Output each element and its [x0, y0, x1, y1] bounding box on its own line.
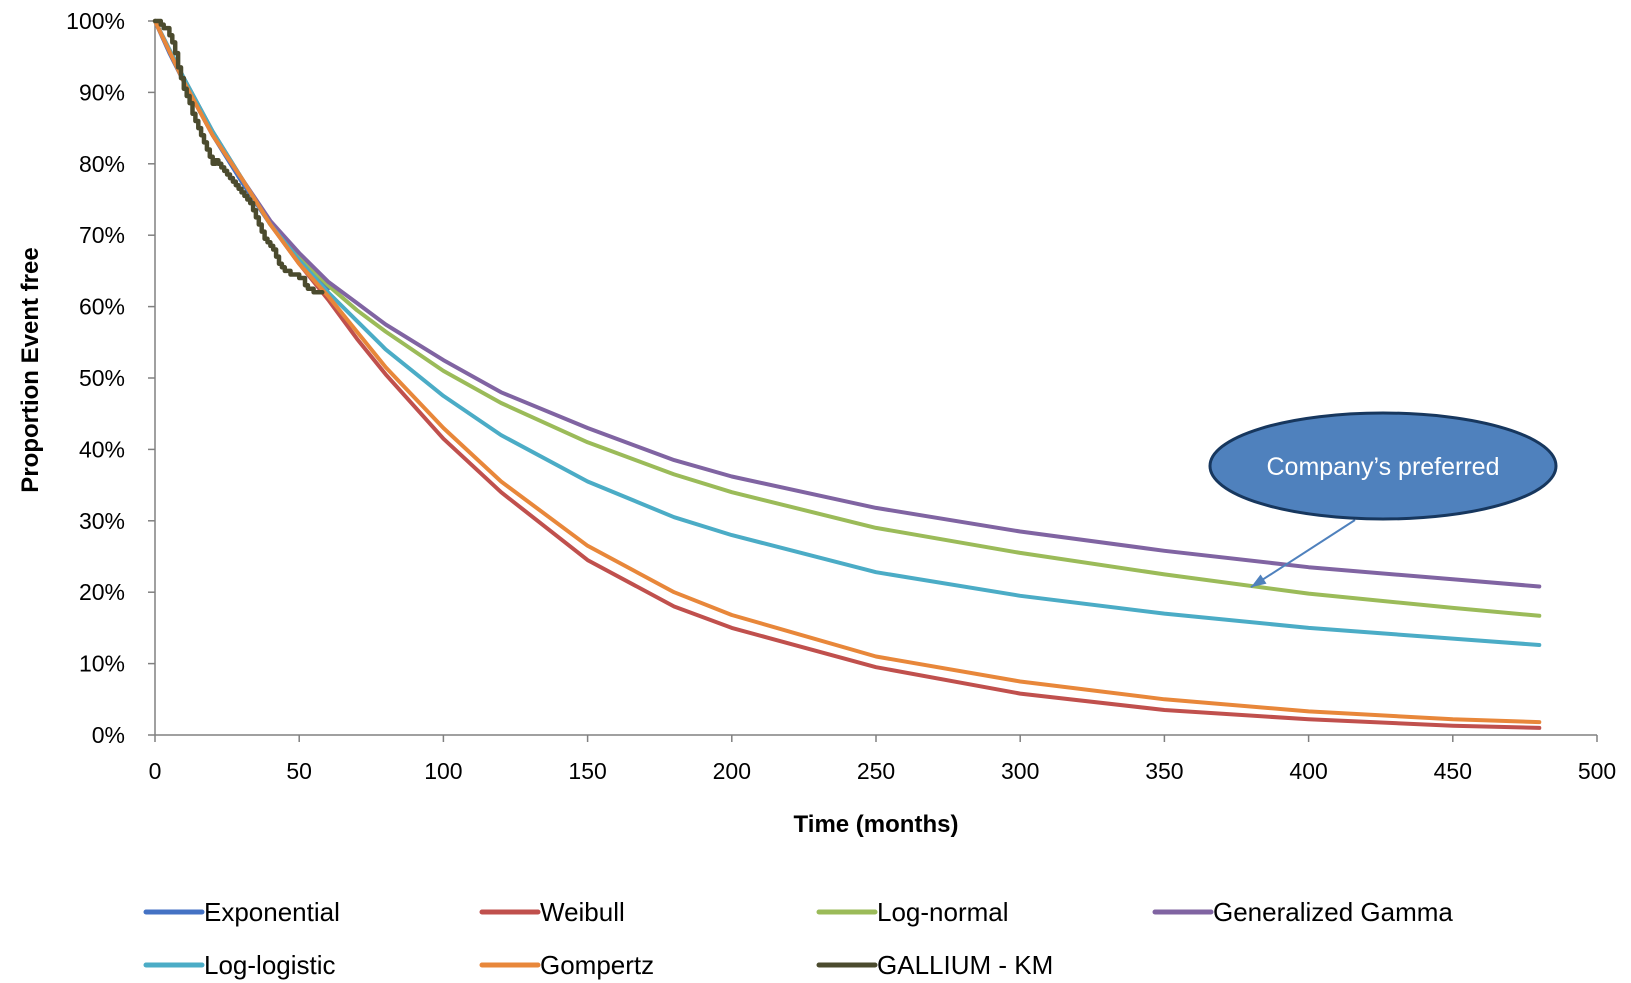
legend-label: Log-normal: [877, 897, 1009, 927]
series-line-log-logistic: [153, 19, 1542, 647]
annotation: Company’s preferred: [1208, 411, 1558, 589]
y-tick-label: 30%: [79, 508, 125, 534]
y-tick-label: 70%: [79, 222, 125, 248]
series-line-log-normal: [153, 19, 1542, 618]
y-tick-label: 10%: [79, 651, 125, 677]
legend-item-log-logistic: Log-logistic: [143, 950, 336, 980]
x-tick-label: 300: [1001, 758, 1039, 784]
callout-text: Company’s preferred: [1267, 453, 1500, 481]
legend-label: Log-logistic: [204, 950, 336, 980]
y-tick-label: 40%: [79, 436, 125, 462]
callout-arrow-line: [1250, 519, 1356, 589]
series-line-gallium-km: [152, 18, 325, 295]
x-tick-label: 500: [1578, 758, 1616, 784]
x-tick-label: 200: [713, 758, 751, 784]
y-tick-label: 0%: [92, 722, 125, 748]
legend-label: Gompertz: [540, 950, 654, 980]
callout-arrowhead: [1250, 574, 1267, 588]
legend-item-log-normal: Log-normal: [816, 897, 1009, 927]
legend-item-gompertz: Gompertz: [479, 950, 654, 980]
legend-label: Exponential: [204, 897, 340, 927]
x-tick-label: 50: [286, 758, 312, 784]
y-tick-label: 80%: [79, 151, 125, 177]
series-line-gompertz: [153, 19, 1542, 725]
x-axis-title: Time (months): [794, 811, 959, 838]
x-tick-label: 150: [568, 758, 606, 784]
y-tick-label: 20%: [79, 579, 125, 605]
y-axis-title: Proportion Event free: [17, 247, 44, 492]
series-line-weibull: [153, 19, 1542, 730]
legend: Exponential Weibull Log-normal Generalized …: [143, 897, 1453, 980]
x-tick-label: 100: [424, 758, 462, 784]
series-layer: [152, 18, 1542, 730]
y-tick-label: 100%: [66, 8, 125, 34]
series-line-exponential: [153, 19, 330, 291]
callout-ellipse: [1208, 411, 1558, 521]
legend-item-exponential: Exponential: [143, 897, 340, 927]
legend-item-generalized-gamma: Generalized Gamma: [1152, 897, 1453, 927]
legend-item-weibull: Weibull: [479, 897, 625, 927]
y-tick-label: 50%: [79, 365, 125, 391]
legend-label: Weibull: [540, 897, 625, 927]
x-tick-label: 350: [1145, 758, 1183, 784]
legend-item-gallium-km: GALLIUM - KM: [816, 950, 1053, 980]
y-tick-label: 90%: [79, 79, 125, 105]
x-tick-label: 450: [1434, 758, 1472, 784]
legend-label: GALLIUM - KM: [877, 950, 1053, 980]
y-tick-label: 60%: [79, 294, 125, 320]
legend-label: Generalized Gamma: [1213, 897, 1453, 927]
x-tick-label: 400: [1289, 758, 1327, 784]
axes: 0% 10% 20% 30% 40% 50% 60% 70% 80% 90% 100% 0 50 100 1…: [17, 8, 1616, 838]
x-tick-label: 0: [149, 758, 162, 784]
x-tick-label: 250: [857, 758, 895, 784]
